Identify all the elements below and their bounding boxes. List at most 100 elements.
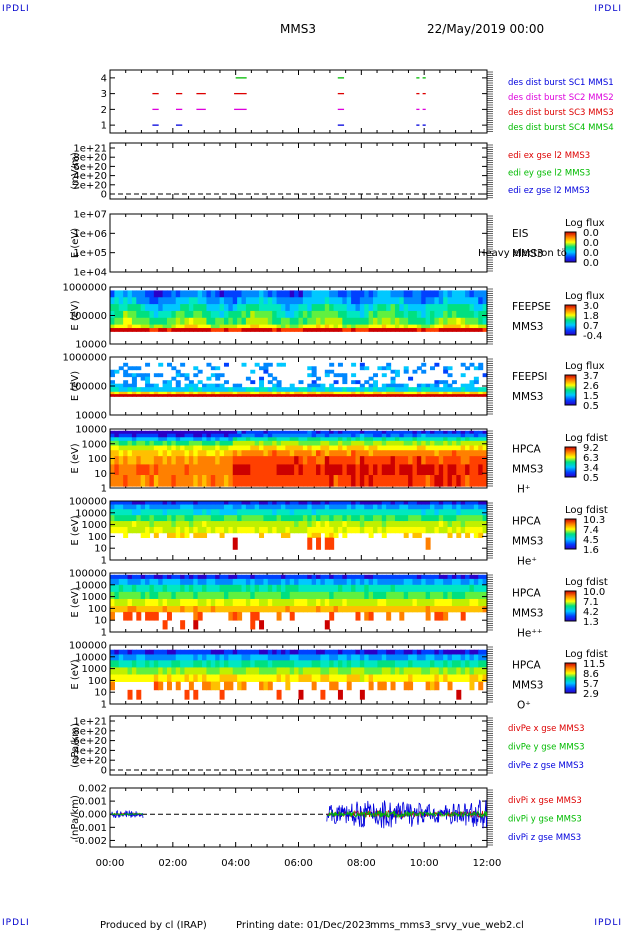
- heatmap-cell: [153, 515, 159, 522]
- heatmap-cell: [202, 317, 208, 326]
- heatmap-cell: [408, 376, 414, 381]
- heatmap-cell: [324, 537, 330, 550]
- heatmap-cell: [460, 437, 466, 442]
- heatmap-cell: [276, 456, 282, 465]
- heatmap-cell: [259, 324, 265, 329]
- heatmap-cell: [210, 464, 216, 476]
- heatmap-cell: [425, 578, 431, 586]
- heatmap-cell: [311, 328, 317, 332]
- heatmap-cell: [215, 324, 221, 329]
- heatmap-cell: [443, 521, 449, 528]
- heatmap-cell: [434, 578, 440, 586]
- heatmap-cell: [298, 324, 304, 329]
- heatmap-cell: [250, 504, 256, 510]
- heatmap-cell: [245, 660, 251, 668]
- heatmap-cell: [131, 373, 137, 378]
- heatmap-cell: [430, 674, 435, 682]
- heatmap-cell: [197, 660, 203, 668]
- heatmap-cell: [127, 660, 133, 668]
- heatmap-cell: [316, 430, 322, 435]
- heatmap-cell: [171, 475, 177, 487]
- heatmap-cell: [153, 391, 159, 395]
- heatmap-cell: [140, 574, 146, 580]
- heatmap-cell: [394, 324, 400, 329]
- heatmap-cell: [118, 674, 124, 682]
- heatmap-cell: [131, 433, 137, 438]
- heatmap-cell: [460, 521, 466, 528]
- spacecraft-label: MMS3: [512, 248, 543, 260]
- heatmap-cell: [162, 391, 168, 395]
- heatmap-cell: [145, 509, 151, 516]
- heatmap-cell: [228, 387, 234, 393]
- heatmap-cell: [145, 649, 151, 655]
- heatmap-cell: [355, 660, 361, 668]
- heatmap-cell: [381, 521, 387, 528]
- heatmap-cell: [110, 297, 115, 305]
- heatmap-cell: [337, 649, 343, 655]
- heatmap-cell: [228, 509, 234, 516]
- heatmap-cell: [114, 521, 120, 528]
- heatmap-cell: [193, 504, 199, 510]
- heatmap-cell: [180, 649, 186, 655]
- heatmap-cell: [232, 501, 238, 505]
- heatmap-cell: [153, 440, 159, 446]
- heatmap-cell: [447, 649, 453, 655]
- heatmap-cell: [184, 591, 190, 600]
- heatmap-cell: [337, 445, 343, 451]
- heatmap-cell: [302, 290, 308, 298]
- heatmap-cell: [430, 649, 435, 655]
- heatmap-cell: [355, 433, 361, 438]
- heatmap-cell: [259, 387, 265, 393]
- heatmap-cell: [364, 649, 370, 655]
- heatmap-cell: [123, 606, 129, 613]
- heatmap-cell: [373, 387, 379, 393]
- heatmap-cell: [342, 450, 348, 457]
- heatmap-cell: [438, 515, 444, 522]
- heatmap-cell: [434, 440, 440, 446]
- heatmap-cell: [316, 391, 322, 395]
- heatmap-cell: [197, 437, 203, 442]
- heatmap-cell: [346, 328, 352, 332]
- heatmap-cell: [110, 391, 115, 395]
- heatmap-cell: [368, 674, 374, 682]
- heatmap-cell: [302, 509, 308, 516]
- heatmap-cell: [114, 606, 120, 613]
- heatmap-cell: [267, 394, 273, 397]
- heatmap-cell: [430, 328, 435, 332]
- heatmap-cell: [473, 526, 479, 534]
- heatmap-cell: [412, 598, 418, 607]
- heatmap-cell: [166, 521, 172, 528]
- heatmap-cell: [451, 440, 457, 446]
- heatmap-cell: [443, 317, 449, 326]
- heatmap-cell: [403, 475, 409, 487]
- heatmap-cell: [333, 654, 339, 661]
- heatmap-cell: [289, 450, 295, 457]
- heatmap-cell: [197, 391, 203, 395]
- heatmap-cell: [136, 606, 142, 613]
- heatmap-cell: [416, 430, 422, 435]
- heatmap-cell: [171, 649, 177, 655]
- colorbar-tick-label: 7.1: [583, 597, 599, 608]
- heatmap-cell: [175, 304, 181, 312]
- heatmap-cell: [153, 526, 159, 534]
- heatmap-cell: [307, 464, 313, 476]
- heatmap-cell: [298, 317, 304, 326]
- heatmap-cell: [460, 304, 466, 312]
- heatmap-cell: [346, 649, 352, 655]
- heatmap-cell: [368, 376, 374, 381]
- heatmap-cell: [210, 578, 216, 586]
- legend-entry: divPe y gse MMS3: [508, 742, 585, 752]
- y-tick-label: 100: [88, 604, 107, 615]
- heatmap-cell: [430, 437, 435, 442]
- heatmap-cell: [473, 445, 479, 451]
- heatmap-cell: [373, 450, 379, 457]
- heatmap-cell: [346, 526, 352, 534]
- heatmap-cell: [114, 574, 120, 580]
- heatmap-cell: [175, 433, 181, 438]
- heatmap-cell: [259, 654, 265, 661]
- heatmap-cell: [118, 598, 124, 607]
- heatmap-cell: [280, 509, 286, 516]
- heatmap-cell: [425, 660, 431, 668]
- heatmap-cell: [145, 584, 151, 593]
- heatmap-cell: [140, 445, 146, 451]
